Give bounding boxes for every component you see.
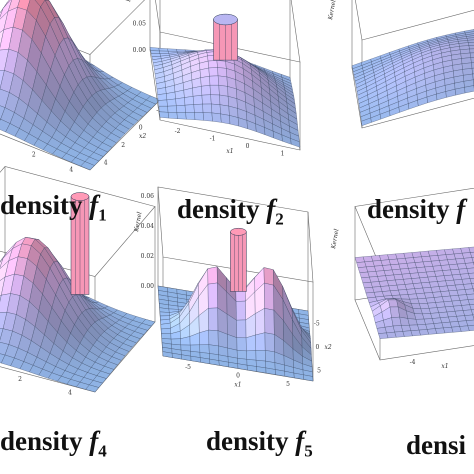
x-tick-label: 5 (286, 381, 290, 388)
x-tick-label: 1 (281, 150, 285, 157)
caption-density-f4: density f4 (0, 426, 107, 461)
surface-plot-f1: -2024420-2x2 (0, 0, 162, 174)
surface-plot-f6: -4-2Kernelx1 (330, 187, 474, 370)
z-tick-label: 0.04 (141, 223, 155, 230)
y-tick-label: 0 (139, 124, 143, 131)
x-axis-label: x1 (226, 148, 233, 155)
x-tick-label: -4 (410, 359, 416, 366)
z-axis-label: Kernel (125, 0, 136, 3)
surface-mesh-f4 (0, 236, 156, 393)
z-tick-label: 0.06 (141, 193, 155, 200)
z-axis-label: Kernel (327, 0, 338, 21)
density-spike-f5 (230, 227, 247, 292)
x-tick-label: 0 (236, 373, 240, 380)
caption-density-f5: density f5 (206, 426, 313, 461)
z-tick-label: 0.02 (141, 253, 155, 260)
z-axis-label: Kernel (330, 228, 341, 250)
axis-text-f5: 0.06 0.04 0.02 0.00 -5 0 5 5 0 -5 Kernel x1 x2 (133, 193, 332, 389)
y-tick-label: 5 (317, 367, 321, 374)
x-tick-label: -5 (185, 364, 191, 371)
y-axis-label: x2 (325, 344, 332, 351)
surface-mesh-f5 (157, 266, 314, 382)
surface-plot-f2: 0.150.100.050.00-2-101Kernelx1 (125, 0, 301, 157)
z-tick-label: 0.00 (141, 283, 155, 290)
axis-text-f2: 0.150.100.050.00-2-101Kernelx1 (125, 0, 285, 157)
x-tick-label: 0 (246, 143, 250, 150)
y-tick-label: 2 (121, 142, 125, 149)
density-spike-f4 (70, 192, 90, 295)
surface-mesh-f6 (354, 246, 474, 339)
x-tick-label: -2 (175, 128, 181, 135)
z-tick-label: 0.00 (133, 47, 147, 54)
x-tick-label: 4 (68, 389, 72, 396)
y-tick-label: 4 (104, 159, 108, 166)
surface-mesh-f2 (149, 47, 301, 148)
density-spike-f2 (213, 13, 238, 61)
caption-density-f1: density f1 (0, 190, 107, 225)
surface-plot-f3: Kernel (327, 0, 474, 129)
caption-density-f6: densi (406, 430, 467, 460)
caption-density-f2: density f2 (177, 194, 284, 229)
axis-text-f3: Kernel (327, 0, 338, 21)
axis-text-f6: -4-2Kernelx1 (330, 228, 449, 370)
surface-mesh-f3 (351, 29, 474, 126)
z-axis-label: Kernel (133, 211, 144, 233)
surface-plot-f5: 0.06 0.04 0.02 0.00 -5 0 5 5 0 -5 Kernel x1 x2 (133, 186, 332, 389)
caption-density-f3: density f (367, 194, 466, 224)
z-tick-label: 0.10 (133, 0, 147, 1)
axis-text-f4: 024 (18, 376, 72, 396)
x-axis-label: x1 (441, 363, 448, 370)
surface-mesh-f1 (0, 0, 161, 171)
x-tick-label: 4 (69, 167, 73, 174)
x-tick-label: -1 (210, 135, 216, 142)
y-tick-label: 0 (316, 344, 320, 351)
x-tick-label: 2 (32, 152, 36, 159)
x-axis-label: x1 (234, 382, 241, 389)
y-axis-label: x2 (139, 133, 146, 140)
x-tick-label: 2 (18, 376, 22, 383)
z-tick-label: 0.05 (133, 20, 147, 27)
y-tick-label: -5 (314, 321, 320, 328)
surface-plot-f4: 024 (0, 166, 156, 396)
